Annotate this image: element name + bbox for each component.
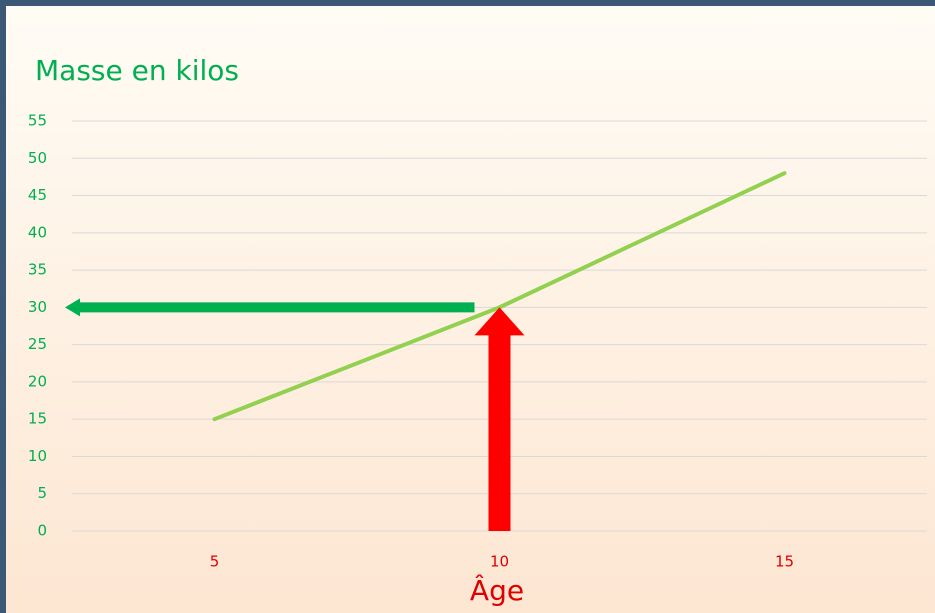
arrow-left — [65, 298, 475, 317]
x-tick-label: 15 — [775, 553, 794, 571]
y-tick-label: 0 — [37, 522, 47, 540]
y-tick-label: 20 — [28, 372, 47, 390]
x-tick-label: 5 — [210, 553, 220, 571]
y-tick-label: 40 — [28, 223, 47, 241]
y-tick-label: 15 — [28, 410, 47, 428]
y-tick-label: 5 — [37, 484, 47, 502]
x-axis-label: Âge — [470, 573, 524, 607]
y-tick-label: 50 — [28, 149, 47, 167]
y-tick-label: 25 — [28, 335, 47, 353]
y-tick-label: 30 — [28, 298, 47, 316]
y-tick-label: 55 — [28, 112, 47, 130]
arrow-up — [474, 307, 525, 531]
y-tick-label: 10 — [28, 447, 47, 465]
y-tick-label: 45 — [28, 186, 47, 204]
chart-title: Masse en kilos — [35, 54, 239, 87]
y-tick-label: 35 — [28, 261, 47, 279]
x-tick-label: 10 — [490, 553, 509, 571]
